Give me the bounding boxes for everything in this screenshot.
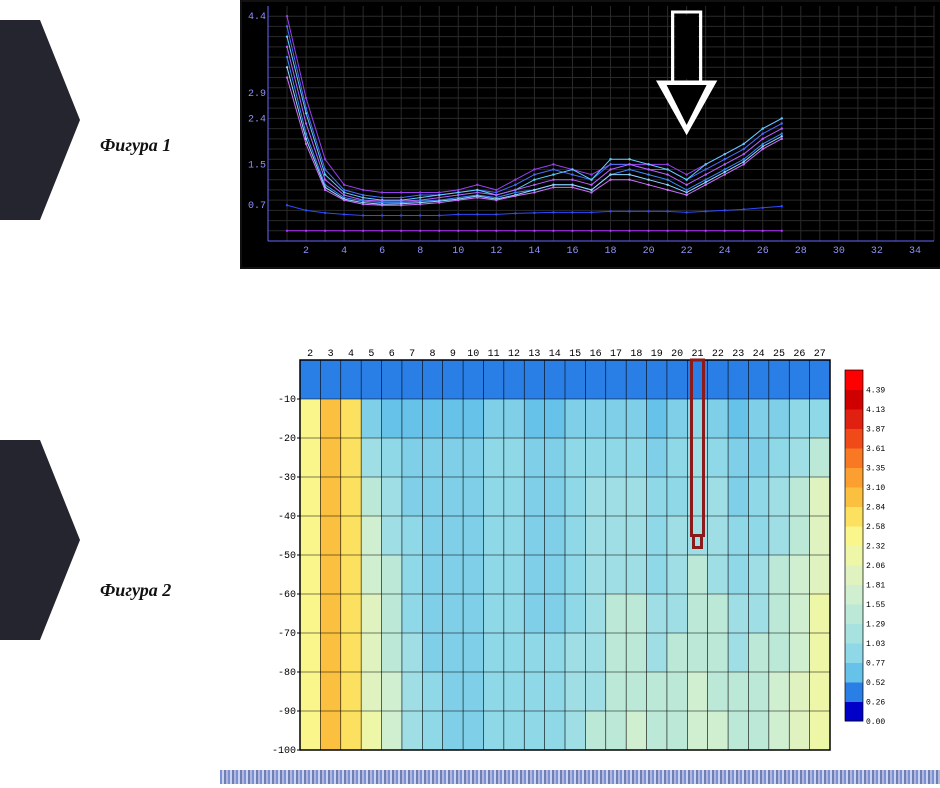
svg-text:13: 13 bbox=[528, 349, 540, 360]
svg-text:2.06: 2.06 bbox=[866, 562, 885, 571]
noise-strip bbox=[220, 770, 940, 784]
svg-text:22: 22 bbox=[712, 349, 724, 360]
svg-text:-100: -100 bbox=[272, 746, 296, 757]
svg-text:19: 19 bbox=[651, 349, 663, 360]
svg-text:23: 23 bbox=[732, 349, 744, 360]
svg-text:-70: -70 bbox=[278, 629, 296, 640]
svg-text:15: 15 bbox=[569, 349, 581, 360]
svg-text:9: 9 bbox=[450, 349, 456, 360]
svg-text:3.10: 3.10 bbox=[866, 484, 885, 493]
svg-text:2.84: 2.84 bbox=[866, 504, 885, 513]
svg-text:3.35: 3.35 bbox=[866, 465, 885, 474]
heatmap-chart: 2345678910111213141516171819202122232425… bbox=[260, 340, 900, 760]
svg-text:2: 2 bbox=[303, 246, 309, 257]
svg-text:34: 34 bbox=[909, 246, 921, 257]
svg-text:3: 3 bbox=[328, 349, 334, 360]
svg-text:4.13: 4.13 bbox=[866, 406, 885, 415]
svg-text:-40: -40 bbox=[278, 512, 296, 523]
svg-text:24: 24 bbox=[719, 246, 731, 257]
svg-text:26: 26 bbox=[793, 349, 805, 360]
svg-text:10: 10 bbox=[452, 246, 464, 257]
svg-text:4: 4 bbox=[348, 349, 354, 360]
svg-text:10: 10 bbox=[467, 349, 479, 360]
svg-text:1.5: 1.5 bbox=[248, 160, 266, 171]
svg-text:2.32: 2.32 bbox=[866, 543, 885, 552]
svg-text:26: 26 bbox=[757, 246, 769, 257]
svg-text:0.52: 0.52 bbox=[866, 679, 885, 688]
figure-1-label: Фигура 1 bbox=[100, 135, 171, 156]
svg-text:4.4: 4.4 bbox=[248, 12, 266, 23]
svg-text:18: 18 bbox=[605, 246, 617, 257]
svg-text:-60: -60 bbox=[278, 590, 296, 601]
svg-text:-10: -10 bbox=[278, 395, 296, 406]
svg-text:25: 25 bbox=[773, 349, 785, 360]
svg-text:2: 2 bbox=[307, 349, 313, 360]
svg-text:11: 11 bbox=[488, 349, 500, 360]
decor-arrow-2 bbox=[0, 440, 80, 640]
svg-text:5: 5 bbox=[368, 349, 374, 360]
svg-text:4: 4 bbox=[341, 246, 347, 257]
svg-text:8: 8 bbox=[417, 246, 423, 257]
svg-text:3.87: 3.87 bbox=[866, 426, 885, 435]
svg-text:1.29: 1.29 bbox=[866, 621, 885, 630]
svg-text:-20: -20 bbox=[278, 434, 296, 445]
svg-text:-80: -80 bbox=[278, 668, 296, 679]
svg-text:-50: -50 bbox=[278, 551, 296, 562]
svg-text:12: 12 bbox=[490, 246, 502, 257]
svg-text:27: 27 bbox=[814, 349, 826, 360]
svg-text:3.61: 3.61 bbox=[866, 445, 885, 454]
svg-text:1.81: 1.81 bbox=[866, 582, 885, 591]
svg-text:1.55: 1.55 bbox=[866, 601, 885, 610]
svg-text:24: 24 bbox=[753, 349, 765, 360]
page: { "labels": { "fig1": "Фигура 1", "fig2"… bbox=[0, 0, 940, 788]
svg-text:16: 16 bbox=[590, 349, 602, 360]
figure-2-label: Фигура 2 bbox=[100, 580, 171, 601]
svg-text:18: 18 bbox=[630, 349, 642, 360]
svg-text:20: 20 bbox=[671, 349, 683, 360]
svg-text:30: 30 bbox=[833, 246, 845, 257]
svg-text:6: 6 bbox=[379, 246, 385, 257]
svg-text:17: 17 bbox=[610, 349, 622, 360]
svg-text:0.77: 0.77 bbox=[866, 660, 885, 669]
svg-text:2.58: 2.58 bbox=[866, 523, 885, 532]
svg-text:22: 22 bbox=[681, 246, 693, 257]
svg-text:0.7: 0.7 bbox=[248, 201, 266, 212]
svg-text:-90: -90 bbox=[278, 707, 296, 718]
svg-text:14: 14 bbox=[528, 246, 540, 257]
decor-arrow-1 bbox=[0, 20, 80, 220]
svg-text:4.39: 4.39 bbox=[866, 387, 885, 396]
svg-text:32: 32 bbox=[871, 246, 883, 257]
svg-text:2.9: 2.9 bbox=[248, 89, 266, 100]
svg-text:21: 21 bbox=[691, 349, 703, 360]
svg-text:8: 8 bbox=[429, 349, 435, 360]
svg-text:2.4: 2.4 bbox=[248, 114, 266, 125]
svg-text:0.26: 0.26 bbox=[866, 699, 885, 708]
svg-text:20: 20 bbox=[643, 246, 655, 257]
svg-text:14: 14 bbox=[549, 349, 561, 360]
svg-text:6: 6 bbox=[389, 349, 395, 360]
svg-text:7: 7 bbox=[409, 349, 415, 360]
svg-text:16: 16 bbox=[566, 246, 578, 257]
svg-text:0.00: 0.00 bbox=[866, 718, 885, 727]
svg-text:12: 12 bbox=[508, 349, 520, 360]
svg-text:28: 28 bbox=[795, 246, 807, 257]
svg-text:-30: -30 bbox=[278, 473, 296, 484]
svg-text:1.03: 1.03 bbox=[866, 640, 885, 649]
line-chart: 0.71.52.42.94.42468101214161820222426283… bbox=[240, 0, 940, 269]
